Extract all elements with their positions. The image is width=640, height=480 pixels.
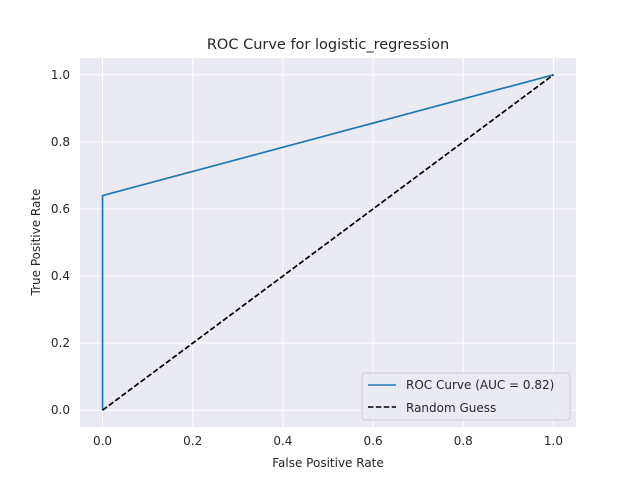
legend: ROC Curve (AUC = 0.82) Random Guess	[361, 372, 571, 421]
x-tick-label: 0.2	[183, 434, 202, 448]
y-tick-label: 0.4	[51, 269, 70, 283]
y-tick-label: 0.2	[51, 336, 70, 350]
chart-title: ROC Curve for logistic_regression	[207, 37, 449, 53]
y-tick-label: 1.0	[51, 68, 70, 82]
x-tick-label: 0.6	[364, 434, 383, 448]
random-guess-line	[102, 74, 554, 411]
x-tick-label: 0.4	[273, 434, 292, 448]
legend-label-roc: ROC Curve (AUC = 0.82)	[406, 378, 554, 392]
grid-lines	[80, 58, 576, 427]
x-axis-label: False Positive Rate	[272, 456, 384, 470]
legend-label-random: Random Guess	[406, 401, 496, 415]
x-tick-label: 0.8	[454, 434, 473, 448]
legend-box	[361, 372, 571, 421]
roc-curve-line	[101, 73, 554, 411]
y-tick-label: 0.6	[51, 202, 70, 216]
y-tick-label: 0.8	[51, 135, 70, 149]
y-axis-label: True Positive Rate	[29, 189, 43, 297]
tick-labels: 0.0 0.2 0.4 0.6 0.8 1.0 0.0 0.2 0.4 0.6 0.8 1.0	[51, 68, 563, 448]
x-tick-label: 1.0	[544, 434, 563, 448]
x-tick-label: 0.0	[93, 434, 112, 448]
y-tick-label: 0.0	[51, 403, 70, 417]
series-layer	[101, 73, 554, 411]
